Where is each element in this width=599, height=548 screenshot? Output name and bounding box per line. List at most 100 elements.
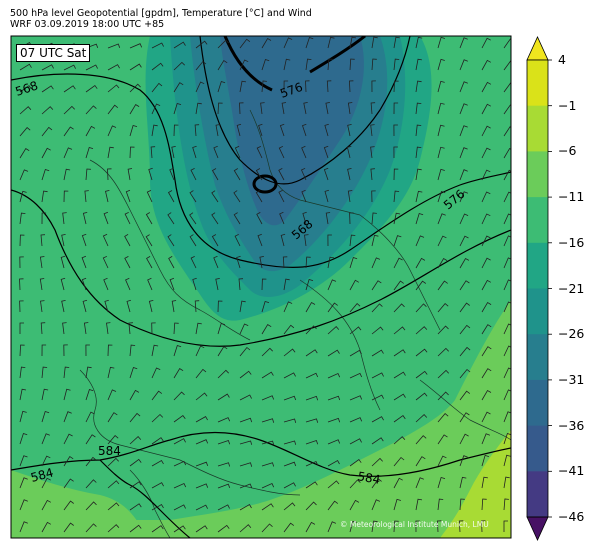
colorbar-bin — [527, 471, 548, 518]
wind-barb — [19, 169, 29, 181]
wind-barb — [146, 190, 153, 203]
wind-barb — [81, 233, 87, 247]
wind-barb — [279, 211, 285, 225]
wind-barb — [459, 257, 470, 269]
wind-barb — [393, 190, 400, 203]
wind-barb — [304, 234, 309, 247]
wind-barb — [349, 234, 356, 247]
wind-barb — [305, 301, 316, 313]
wind-barb — [189, 234, 197, 247]
wind-barb — [19, 300, 24, 313]
wind-barb — [194, 300, 200, 313]
wind-barb — [371, 58, 377, 71]
wind-barb — [503, 432, 511, 445]
wind-barb — [213, 145, 219, 159]
wind-barb — [327, 58, 333, 71]
wind-barb — [217, 80, 226, 93]
wind-barb — [415, 168, 422, 181]
wind-barb — [459, 368, 471, 379]
wind-barb — [63, 168, 71, 181]
wind-barb — [85, 366, 92, 379]
wind-barb — [283, 502, 296, 511]
wind-barb — [327, 500, 339, 511]
colorbar-bin — [527, 151, 548, 198]
wind-barb — [305, 36, 314, 49]
wind-barb — [349, 438, 362, 445]
wind-barb — [19, 499, 28, 511]
wind-barb — [107, 524, 120, 533]
wind-barb — [19, 212, 26, 225]
wind-barb — [393, 36, 400, 49]
wind-barb — [393, 168, 399, 181]
wind-barb — [437, 58, 445, 71]
wind-barb — [349, 458, 362, 467]
wind-barb — [81, 255, 87, 269]
wind-barb — [107, 502, 120, 511]
wind-barb — [41, 106, 54, 115]
wind-barb — [107, 168, 112, 181]
wind-barb — [215, 124, 220, 137]
wind-barb — [85, 64, 98, 71]
wind-barb — [129, 104, 140, 115]
wind-barb — [60, 255, 66, 269]
wind-barb — [503, 454, 511, 467]
wind-barb — [327, 521, 337, 533]
wind-barb — [63, 105, 75, 115]
wind-barb — [81, 277, 87, 291]
wind-barb — [481, 368, 492, 379]
wind-barb — [437, 369, 449, 379]
wind-barb — [195, 102, 202, 115]
wind-barb — [437, 477, 446, 489]
wind-barb — [192, 277, 197, 291]
wind-barb — [173, 103, 182, 115]
wind-barb — [437, 280, 448, 291]
wind-barb — [481, 257, 491, 269]
wind-barb — [195, 40, 208, 49]
wind-barb — [347, 102, 353, 115]
wind-barb — [437, 168, 445, 181]
wind-barb — [129, 524, 142, 533]
wind-barb — [459, 280, 470, 291]
wind-barb — [437, 213, 446, 225]
wind-barb — [300, 167, 307, 181]
wind-barb — [217, 417, 231, 423]
wind-barb — [104, 299, 109, 313]
wind-barb — [211, 212, 219, 225]
wind-barb — [63, 126, 74, 137]
wind-barb — [371, 80, 376, 93]
wind-barb — [173, 322, 179, 335]
wind-barb — [217, 439, 231, 445]
wind-barb — [261, 418, 275, 423]
wind-barb — [107, 435, 119, 445]
wind-barb — [128, 322, 133, 335]
wind-barb — [459, 433, 469, 445]
wind-barb — [261, 395, 275, 401]
wind-barb — [301, 189, 307, 203]
wind-barb — [173, 391, 185, 401]
wind-barb — [459, 390, 471, 401]
wind-barb — [327, 279, 337, 291]
wind-barb — [349, 58, 355, 71]
wind-barb — [41, 499, 51, 511]
colorbar-bin — [527, 242, 548, 289]
wind-barb — [41, 190, 48, 203]
wind-barb — [503, 126, 511, 137]
wind-barb — [19, 477, 28, 489]
wind-barb — [239, 323, 249, 335]
wind-barb — [371, 349, 384, 357]
wind-barb — [437, 455, 447, 467]
colorbar-tick-label: −1 — [558, 97, 577, 113]
wind-barb — [148, 300, 154, 313]
wind-barb — [459, 412, 470, 423]
wind-barb — [459, 324, 471, 335]
wind-barb — [85, 168, 91, 181]
wind-barb — [151, 42, 164, 49]
wind-barb — [145, 234, 153, 247]
wind-barb — [415, 477, 424, 489]
wind-barb — [415, 280, 427, 291]
wind-barb — [305, 349, 318, 357]
wind-barb — [283, 58, 291, 71]
wind-barb — [305, 325, 317, 335]
wind-barb — [173, 82, 184, 93]
wind-barb — [481, 301, 492, 313]
